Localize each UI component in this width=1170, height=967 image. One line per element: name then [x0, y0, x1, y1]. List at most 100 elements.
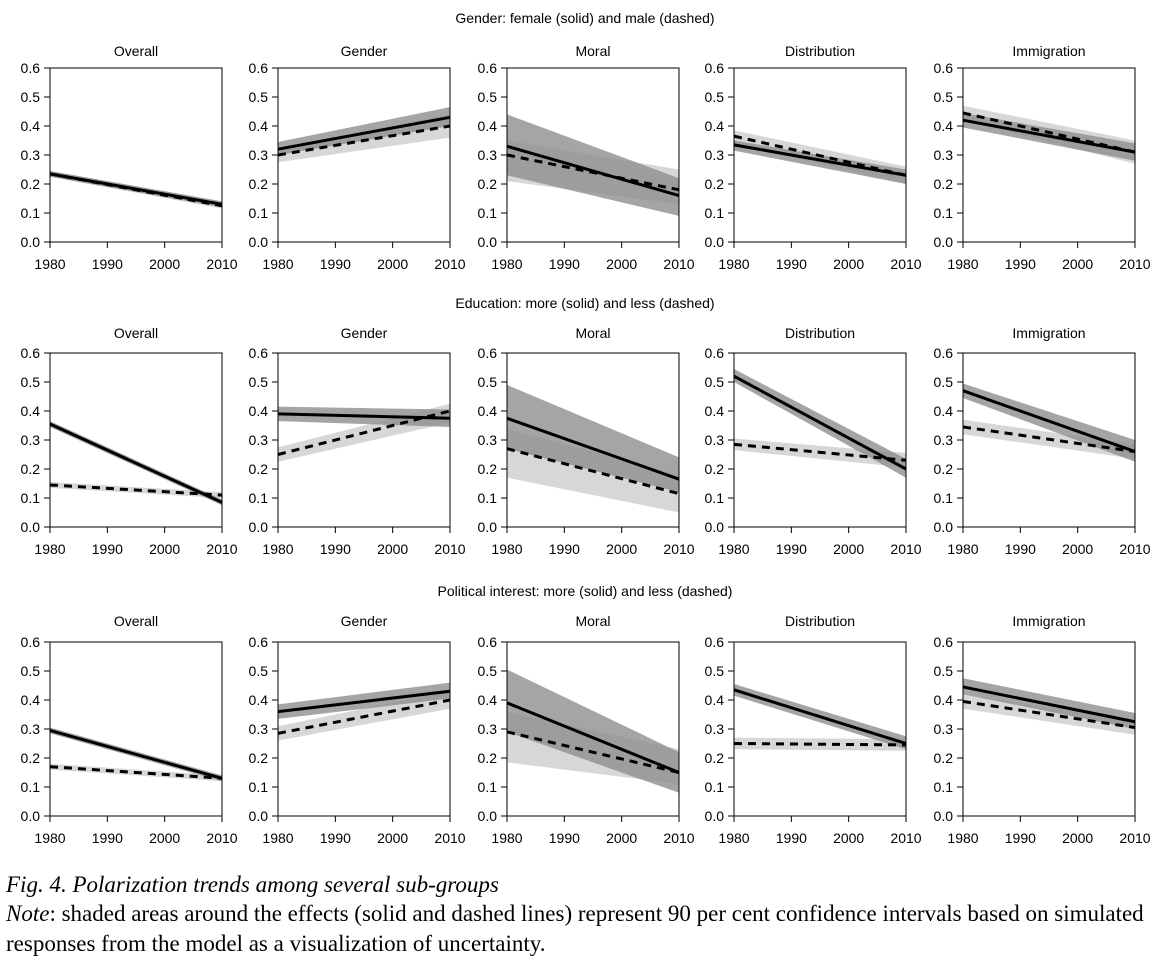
x-tick-label: 1990 — [1005, 541, 1036, 557]
panel-moral: Moral 0.0 0.1 0.2 0.3 0.4 0.5 0.6 1980 1990 2000 20… — [478, 43, 695, 272]
y-tick-label: 0.3 — [249, 432, 269, 448]
y-tick-label: 0.3 — [934, 432, 954, 448]
x-tick-label: 1980 — [262, 541, 293, 557]
y-tick-label: 0.3 — [478, 147, 498, 163]
panel-title: Overall — [114, 43, 158, 59]
y-tick-label: 0.2 — [478, 176, 498, 192]
ci-band-solid — [507, 669, 679, 793]
x-tick-label: 1990 — [549, 830, 580, 846]
y-tick-label: 0.1 — [705, 779, 725, 795]
series-line-solid — [962, 685, 1136, 724]
y-tick-label: 0.0 — [21, 808, 41, 824]
y-tick-label: 0.3 — [249, 721, 269, 737]
y-tick-label: 0.6 — [705, 634, 725, 650]
y-tick-label: 0.1 — [21, 779, 41, 795]
panel-title: Moral — [575, 325, 610, 341]
panel-title: Moral — [575, 613, 610, 629]
note-text: : shaded areas around the effects (solid… — [6, 901, 1144, 956]
chart-row-3: Political interest: more (solid) and les… — [21, 583, 1151, 846]
series-line-dashed — [49, 483, 223, 497]
x-tick-label: 1990 — [1005, 830, 1036, 846]
y-tick-label: 0.1 — [21, 490, 41, 506]
y-tick-label: 0.0 — [21, 519, 41, 535]
series-line-dashed — [733, 742, 907, 747]
y-tick-label: 0.0 — [478, 808, 498, 824]
y-tick-label: 0.1 — [934, 205, 954, 221]
panel-title: Immigration — [1012, 613, 1085, 629]
y-tick-label: 0.5 — [478, 663, 498, 679]
figure-caption: Fig. 4. Polarization trends among severa… — [6, 870, 1166, 959]
x-tick-label: 2010 — [663, 256, 694, 272]
series-line-solid — [733, 374, 907, 471]
y-tick-label: 0.1 — [934, 779, 954, 795]
x-tick-label: 2000 — [149, 541, 180, 557]
x-tick-label: 2000 — [833, 541, 864, 557]
x-tick-label: 1980 — [718, 830, 749, 846]
y-tick-label: 0.0 — [934, 234, 954, 250]
x-tick-label: 2000 — [1062, 541, 1093, 557]
x-tick-label: 2000 — [1062, 830, 1093, 846]
y-tick-label: 0.5 — [478, 89, 498, 105]
y-tick-label: 0.6 — [705, 60, 725, 76]
x-tick-label: 2010 — [890, 541, 921, 557]
panel-gender: Gender 0.0 0.1 0.2 0.3 0.4 0.5 0.6 1980 1990 2000 2… — [249, 325, 466, 557]
y-tick-label: 0.0 — [249, 808, 269, 824]
y-tick-label: 0.2 — [21, 461, 41, 477]
x-tick-label: 2000 — [377, 256, 408, 272]
x-tick-label: 2000 — [377, 830, 408, 846]
y-tick-label: 0.3 — [705, 147, 725, 163]
ci-band-solid — [278, 107, 450, 155]
row-heading: Gender: female (solid) and male (dashed) — [455, 10, 714, 26]
panel-immigration: Immigration 0.0 0.1 0.2 0.3 0.4 0.5 0.6 1980 1990… — [934, 43, 1151, 272]
x-tick-label: 2000 — [606, 541, 637, 557]
y-tick-label: 0.6 — [478, 60, 498, 76]
panel-distribution: Distribution 0.0 0.1 0.2 0.3 0.4 0.5 0.6 1980 199… — [705, 613, 922, 846]
y-tick-label: 0.4 — [705, 403, 725, 419]
panel-immigration: Immigration 0.0 0.1 0.2 0.3 0.4 0.5 0.6 1980 1990… — [934, 613, 1151, 846]
y-tick-label: 0.2 — [934, 176, 954, 192]
y-tick-label: 0.4 — [934, 118, 954, 134]
series-line-solid — [506, 416, 680, 481]
y-tick-label: 0.0 — [478, 519, 498, 535]
y-tick-label: 0.5 — [21, 374, 41, 390]
x-tick-label: 2010 — [206, 541, 237, 557]
x-tick-label: 1990 — [92, 830, 123, 846]
y-tick-label: 0.1 — [705, 205, 725, 221]
panel-overall: Overall 0.0 0.1 0.2 0.3 0.4 0.5 0.6 1980 1990 2000… — [21, 613, 238, 846]
x-tick-label: 2000 — [377, 541, 408, 557]
x-tick-label: 1990 — [776, 830, 807, 846]
y-tick-label: 0.5 — [249, 89, 269, 105]
plot-frame — [49, 352, 223, 528]
y-tick-label: 0.1 — [249, 779, 269, 795]
y-tick-label: 0.1 — [478, 779, 498, 795]
panel-title: Gender — [341, 325, 388, 341]
series-line-dashed — [733, 442, 907, 462]
y-tick-label: 0.0 — [934, 808, 954, 824]
y-tick-label: 0.5 — [705, 374, 725, 390]
y-tick-label: 0.6 — [21, 60, 41, 76]
x-tick-label: 2000 — [606, 256, 637, 272]
series-line-dashed — [962, 425, 1136, 454]
y-tick-label: 0.2 — [934, 461, 954, 477]
y-tick-label: 0.1 — [249, 490, 269, 506]
x-tick-label: 2000 — [833, 256, 864, 272]
series-line-solid — [277, 115, 451, 151]
y-tick-label: 0.3 — [21, 721, 41, 737]
panel-title: Immigration — [1012, 325, 1085, 341]
figure-panels: Gender: female (solid) and male (dashed)… — [21, 10, 1151, 846]
panel-distribution: Distribution 0.0 0.1 0.2 0.3 0.4 0.5 0.6 1980 199… — [705, 43, 922, 272]
panel-gender: Gender 0.0 0.1 0.2 0.3 0.4 0.5 0.6 1980 1990 2000 2… — [249, 613, 466, 846]
y-tick-label: 0.0 — [934, 519, 954, 535]
y-tick-label: 0.5 — [934, 663, 954, 679]
y-tick-label: 0.5 — [21, 663, 41, 679]
y-tick-label: 0.5 — [478, 374, 498, 390]
series-line-dashed — [277, 698, 451, 735]
x-tick-label: 1990 — [320, 541, 351, 557]
series-line-dashed — [962, 699, 1136, 730]
x-tick-label: 1980 — [491, 256, 522, 272]
series-line-dashed — [49, 172, 223, 208]
series-line-solid — [49, 422, 223, 504]
y-tick-label: 0.6 — [21, 345, 41, 361]
series-line-dashed — [962, 111, 1136, 154]
chart-row-2: Education: more (solid) and less (dashed… — [21, 295, 1151, 557]
